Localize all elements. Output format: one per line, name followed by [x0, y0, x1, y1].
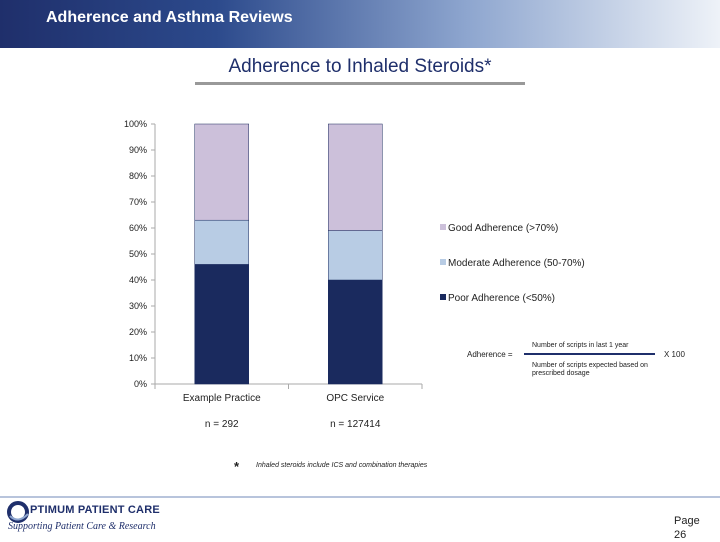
y-tick-label: 30% [129, 301, 147, 311]
sample-size-label: n = 292 [205, 419, 239, 430]
logo-main-text: PTIMUM PATIENT CARE [30, 504, 160, 516]
y-tick-label: 40% [129, 275, 147, 285]
page-number: Page 26 [674, 514, 700, 542]
bar-segment [194, 219, 249, 265]
optimum-patient-care-logo: PTIMUM PATIENT CARE Supporting Patient C… [4, 500, 194, 538]
header-bar: Adherence and Asthma Reviews [0, 0, 720, 48]
y-tick-label: 20% [129, 327, 147, 337]
formula-lhs: Adherence = [467, 350, 513, 359]
y-tick-label: 50% [129, 249, 147, 259]
legend-swatch [440, 224, 446, 230]
y-tick-label: 10% [129, 353, 147, 363]
y-tick-label: 90% [129, 145, 147, 155]
category-label: OPC Service [326, 393, 384, 404]
y-tick-label: 70% [129, 197, 147, 207]
formula-numerator: Number of scripts in last 1 year [532, 342, 629, 349]
formula-denominator: Number of scripts expected based on pres… [532, 362, 648, 377]
title-underline [195, 82, 525, 85]
page-label: Page [674, 515, 700, 527]
legend-label: Moderate Adherence (50-70%) [448, 258, 585, 269]
legend-swatch [440, 294, 446, 300]
logo-tagline: Supporting Patient Care & Research [8, 521, 156, 532]
y-tick-label: 100% [124, 119, 147, 129]
sample-size-label: n = 127414 [330, 419, 381, 430]
bar-segment [328, 230, 383, 281]
bar-segment [194, 264, 249, 385]
header-title: Adherence and Asthma Reviews [46, 9, 293, 26]
y-tick-label: 0% [134, 379, 147, 389]
legend-swatch [440, 259, 446, 265]
legend-label: Good Adherence (>70%) [448, 223, 558, 234]
y-tick-label: 60% [129, 223, 147, 233]
legend-label: Poor Adherence (<50%) [448, 293, 555, 304]
bar-segment [328, 279, 383, 385]
y-tick-label: 80% [129, 171, 147, 181]
category-label: Example Practice [183, 393, 261, 404]
footnote-asterisk: * [234, 459, 240, 474]
footer-divider [0, 496, 720, 498]
formula-multiplier: X 100 [664, 350, 685, 359]
footnote-text: Inhaled steroids include ICS and combina… [256, 462, 428, 469]
page-number-value: 26 [674, 529, 687, 541]
formula-divider [524, 353, 655, 355]
slide-title: Adherence to Inhaled Steroids* [228, 56, 492, 77]
logo-o-icon [7, 501, 29, 523]
bar-segment [328, 123, 383, 231]
bar-segment [194, 123, 249, 221]
